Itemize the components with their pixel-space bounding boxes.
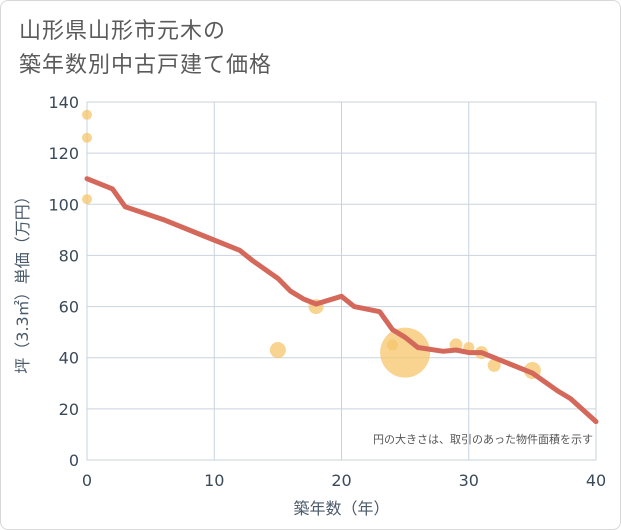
y-tick-label: 120 bbox=[48, 144, 79, 163]
scatter-point bbox=[269, 342, 286, 359]
scatter-point bbox=[380, 327, 431, 378]
x-tick-label: 40 bbox=[586, 471, 606, 490]
x-tick-label: 30 bbox=[459, 471, 479, 490]
plot-area bbox=[86, 101, 597, 461]
x-tick-labels: 0 10 20 30 40 bbox=[82, 471, 606, 490]
bubble-size-note: 円の大きさは、取引のあった物件面積を示す bbox=[373, 432, 593, 446]
scatter-point bbox=[82, 132, 92, 143]
grid-lines bbox=[86, 101, 597, 461]
scatter-points bbox=[82, 109, 541, 379]
trend-line bbox=[84, 176, 599, 425]
y-tick-label: 140 bbox=[48, 93, 79, 112]
x-tick-label: 20 bbox=[331, 471, 351, 490]
chart-title: 山形県山形市元木の 築年数別中古戸建て価格 bbox=[19, 15, 272, 83]
scatter-point bbox=[82, 194, 92, 205]
y-axis-label: 坪（3.3㎡）単価（万円） bbox=[13, 188, 32, 373]
y-tick-labels: 0 20 40 60 80 100 120 140 bbox=[48, 93, 79, 470]
x-axis-label: 築年数（年） bbox=[293, 499, 389, 518]
chart-title-line-2: 築年数別中古戸建て価格 bbox=[19, 53, 273, 78]
y-tick-label: 20 bbox=[59, 400, 79, 419]
y-tick-label: 100 bbox=[48, 195, 79, 214]
y-tick-label: 60 bbox=[59, 298, 79, 317]
scatter-point bbox=[487, 358, 501, 372]
y-tick-label: 80 bbox=[59, 246, 79, 265]
y-tick-label: 40 bbox=[59, 349, 79, 368]
scatter-point bbox=[82, 109, 92, 120]
y-tick-label: 0 bbox=[69, 451, 79, 470]
chart-title-line-1: 山形県山形市元木の bbox=[19, 19, 227, 44]
x-tick-label: 10 bbox=[204, 471, 224, 490]
x-tick-label: 0 bbox=[82, 471, 92, 490]
